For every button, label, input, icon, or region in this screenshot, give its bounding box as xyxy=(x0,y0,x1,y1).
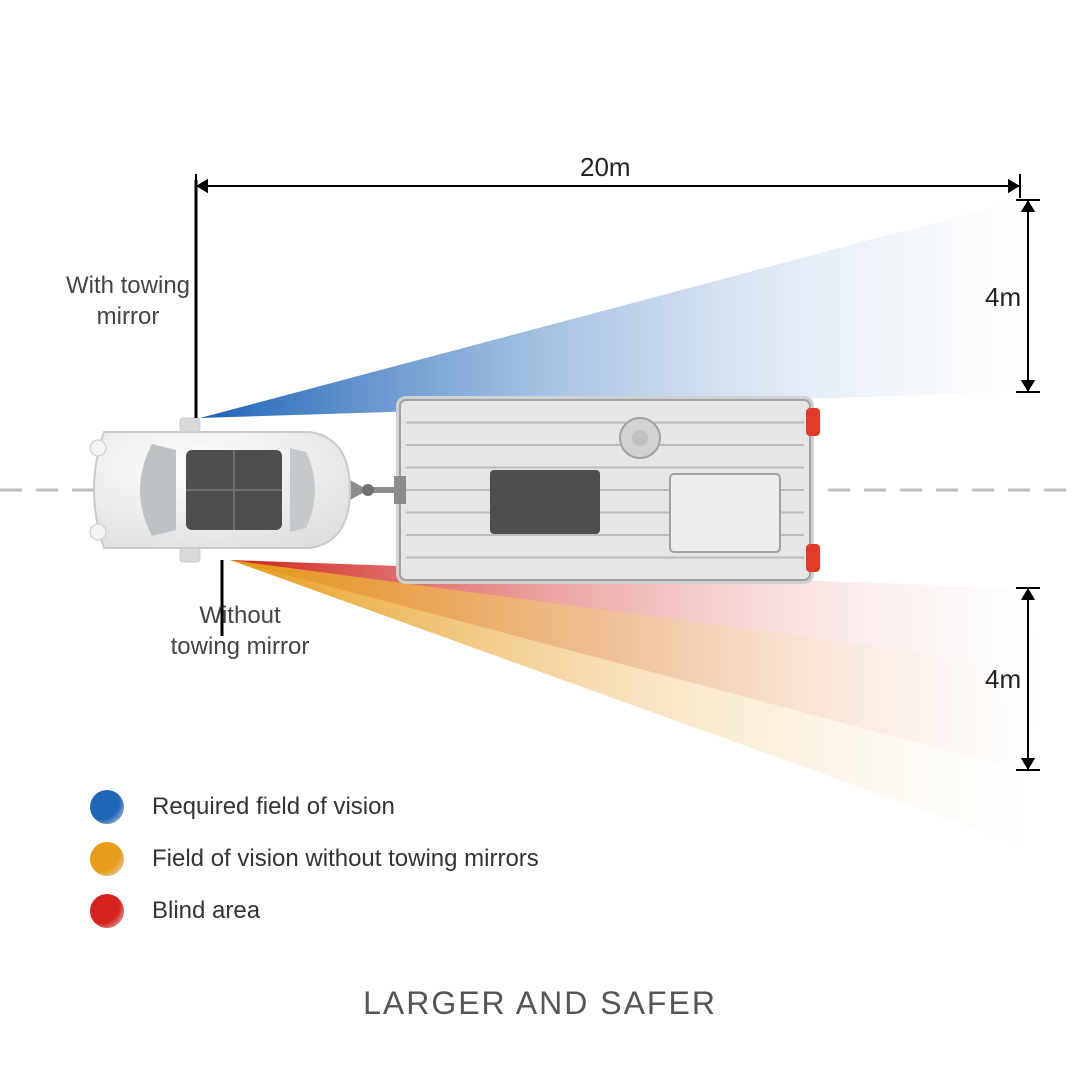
dimension-4m-top-label: 4m xyxy=(985,282,1021,313)
label-without-mirror-l1: Without xyxy=(199,602,280,629)
label-without-mirror-l2: towing mirror xyxy=(171,633,310,660)
legend-row-blind: Blind area xyxy=(90,894,539,928)
hitch-icon xyxy=(350,476,406,504)
label-with-mirror: With towing mirror xyxy=(48,270,208,332)
cone-required-vision xyxy=(200,200,1040,418)
label-with-mirror-l2: mirror xyxy=(97,303,160,330)
dimension-20m-label: 20m xyxy=(580,152,631,183)
label-with-mirror-l1: With towing xyxy=(66,272,190,299)
swatch-blind-icon xyxy=(90,894,124,928)
legend-label-blind: Blind area xyxy=(152,897,260,925)
diagram-stage: With towing mirror Without towing mirror… xyxy=(0,0,1080,1080)
trailer-icon xyxy=(396,396,820,584)
legend-label-required: Required field of vision xyxy=(152,793,395,821)
swatch-without-icon xyxy=(90,842,124,876)
legend-row-required: Required field of vision xyxy=(90,790,539,824)
legend: Required field of vision Field of vision… xyxy=(90,790,539,946)
label-without-mirror: Without towing mirror xyxy=(150,600,330,662)
legend-row-without: Field of vision without towing mirrors xyxy=(90,842,539,876)
dimension-4m-bottom-label: 4m xyxy=(985,664,1021,695)
swatch-required-icon xyxy=(90,790,124,824)
car-icon xyxy=(90,418,350,562)
legend-label-without: Field of vision without towing mirrors xyxy=(152,845,539,873)
diagram-caption: LARGER AND SAFER xyxy=(0,985,1080,1022)
